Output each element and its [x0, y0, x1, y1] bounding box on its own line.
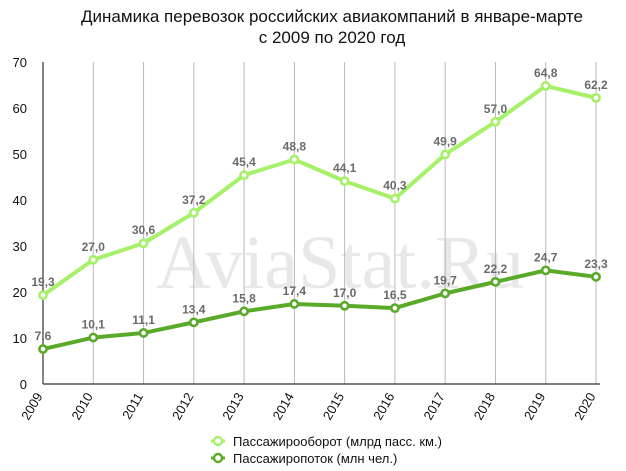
series-1-label-2014: 48,8 [283, 140, 307, 154]
y-tick-10: 10 [13, 331, 27, 346]
series-2-label-2010: 10,1 [82, 318, 106, 332]
series-2-point-2010 [88, 332, 99, 343]
series-1-point-2017 [440, 149, 451, 160]
series-1-label-2013: 45,4 [232, 155, 256, 169]
x-tick-2018: 2018 [471, 390, 498, 423]
series-1-label-2018: 57,0 [484, 102, 508, 116]
series-2-label-2015: 17,0 [333, 286, 357, 300]
series-2-label-2012: 13,4 [182, 302, 206, 316]
series [38, 81, 601, 354]
series-2-label-2020: 23,3 [584, 257, 608, 271]
x-tick-2016: 2016 [370, 390, 397, 423]
series-1-point-2016 [390, 193, 400, 204]
series-2-label-2011: 11,1 [132, 313, 155, 327]
x-tick-2014: 2014 [270, 390, 297, 423]
legend-label-1: Пассажирооборот (млрд пасс. км.) [233, 434, 442, 449]
x-tick-2020: 2020 [571, 390, 598, 423]
series-2-point-2016 [390, 303, 400, 313]
x-tick-2013: 2013 [219, 390, 246, 423]
grid [92, 62, 597, 384]
series-2-label-2019: 24,7 [534, 250, 558, 264]
series-2-label-2013: 15,8 [232, 291, 256, 305]
series-1-label-2019: 64,8 [534, 66, 558, 80]
legend-marker-2 [212, 452, 224, 464]
y-tick-50: 50 [13, 147, 27, 162]
series-1-label-2009: 19,3 [31, 275, 55, 289]
series-1-point-2009 [38, 290, 48, 301]
series-1-point-2013 [239, 170, 249, 181]
y-tick-30: 30 [13, 239, 27, 254]
series-2-point-2014 [289, 299, 300, 309]
chart-title-line-1: Динамика перевозок российских авиакомпан… [81, 7, 583, 26]
series-1-label-2012: 37,2 [182, 193, 206, 207]
data-labels: 19,3 27,0 30,6 37,2 45,4 48,8 44,1 40,3 49,9 57,0… [31, 66, 608, 343]
legend-label-2: Пассажиропоток (млн чел.) [233, 451, 397, 466]
series-2-point-2013 [239, 306, 249, 317]
series-2-point-2009 [38, 344, 48, 354]
series-line-1 [41, 83, 598, 298]
chart-title-line-2: с 2009 по 2020 год [259, 28, 406, 47]
series-1-label-2010: 27,0 [82, 240, 106, 254]
x-tick-2012: 2012 [169, 390, 196, 423]
y-tick-40: 40 [13, 193, 27, 208]
series-2-label-2009: 7,6 [35, 329, 52, 343]
series-1-point-2014 [289, 154, 300, 165]
x-tick-2010: 2010 [68, 390, 95, 423]
series-1-point-2020 [591, 92, 601, 103]
series-2-label-2018: 22,2 [484, 262, 508, 276]
series-1-label-2015: 44,1 [333, 161, 357, 175]
series-2-point-2011 [138, 328, 149, 338]
series-1-point-2010 [88, 254, 99, 265]
series-2-point-2015 [339, 300, 350, 311]
series-2-point-2017 [440, 288, 451, 299]
x-tick-2015: 2015 [320, 390, 347, 423]
series-2-point-2019 [540, 265, 551, 276]
series-1-label-2016: 40,3 [383, 179, 407, 193]
series-2-point-2012 [188, 317, 199, 328]
legend: Пассажирооборот (млрд пасс. км.) Пассажир… [211, 434, 442, 466]
y-tick-60: 60 [13, 101, 27, 116]
x-tick-2009: 2009 [18, 390, 45, 423]
legend-marker-1 [212, 435, 224, 447]
series-2-label-2017: 19,7 [434, 273, 458, 287]
series-2-point-2018 [490, 276, 501, 287]
series-1-label-2011: 30,6 [132, 223, 156, 237]
series-1-point-2015 [339, 176, 350, 187]
y-tick-20: 20 [13, 285, 27, 300]
series-2-point-2020 [591, 271, 601, 282]
y-tick-0: 0 [20, 377, 27, 392]
series-1-point-2011 [138, 238, 149, 249]
x-tick-2019: 2019 [521, 390, 548, 423]
series-line-2 [41, 268, 598, 352]
series-1-point-2012 [188, 207, 199, 218]
series-2-label-2016: 16,5 [383, 288, 407, 302]
series-2-label-2014: 17,4 [283, 284, 307, 298]
series-1-label-2020: 62,2 [584, 78, 608, 92]
series-1-point-2019 [540, 81, 551, 91]
series-1-label-2017: 49,9 [434, 134, 458, 148]
x-tick-2017: 2017 [420, 390, 447, 423]
y-tick-70: 70 [13, 55, 27, 70]
x-tick-2011: 2011 [119, 390, 146, 422]
series-1-point-2018 [490, 116, 501, 127]
